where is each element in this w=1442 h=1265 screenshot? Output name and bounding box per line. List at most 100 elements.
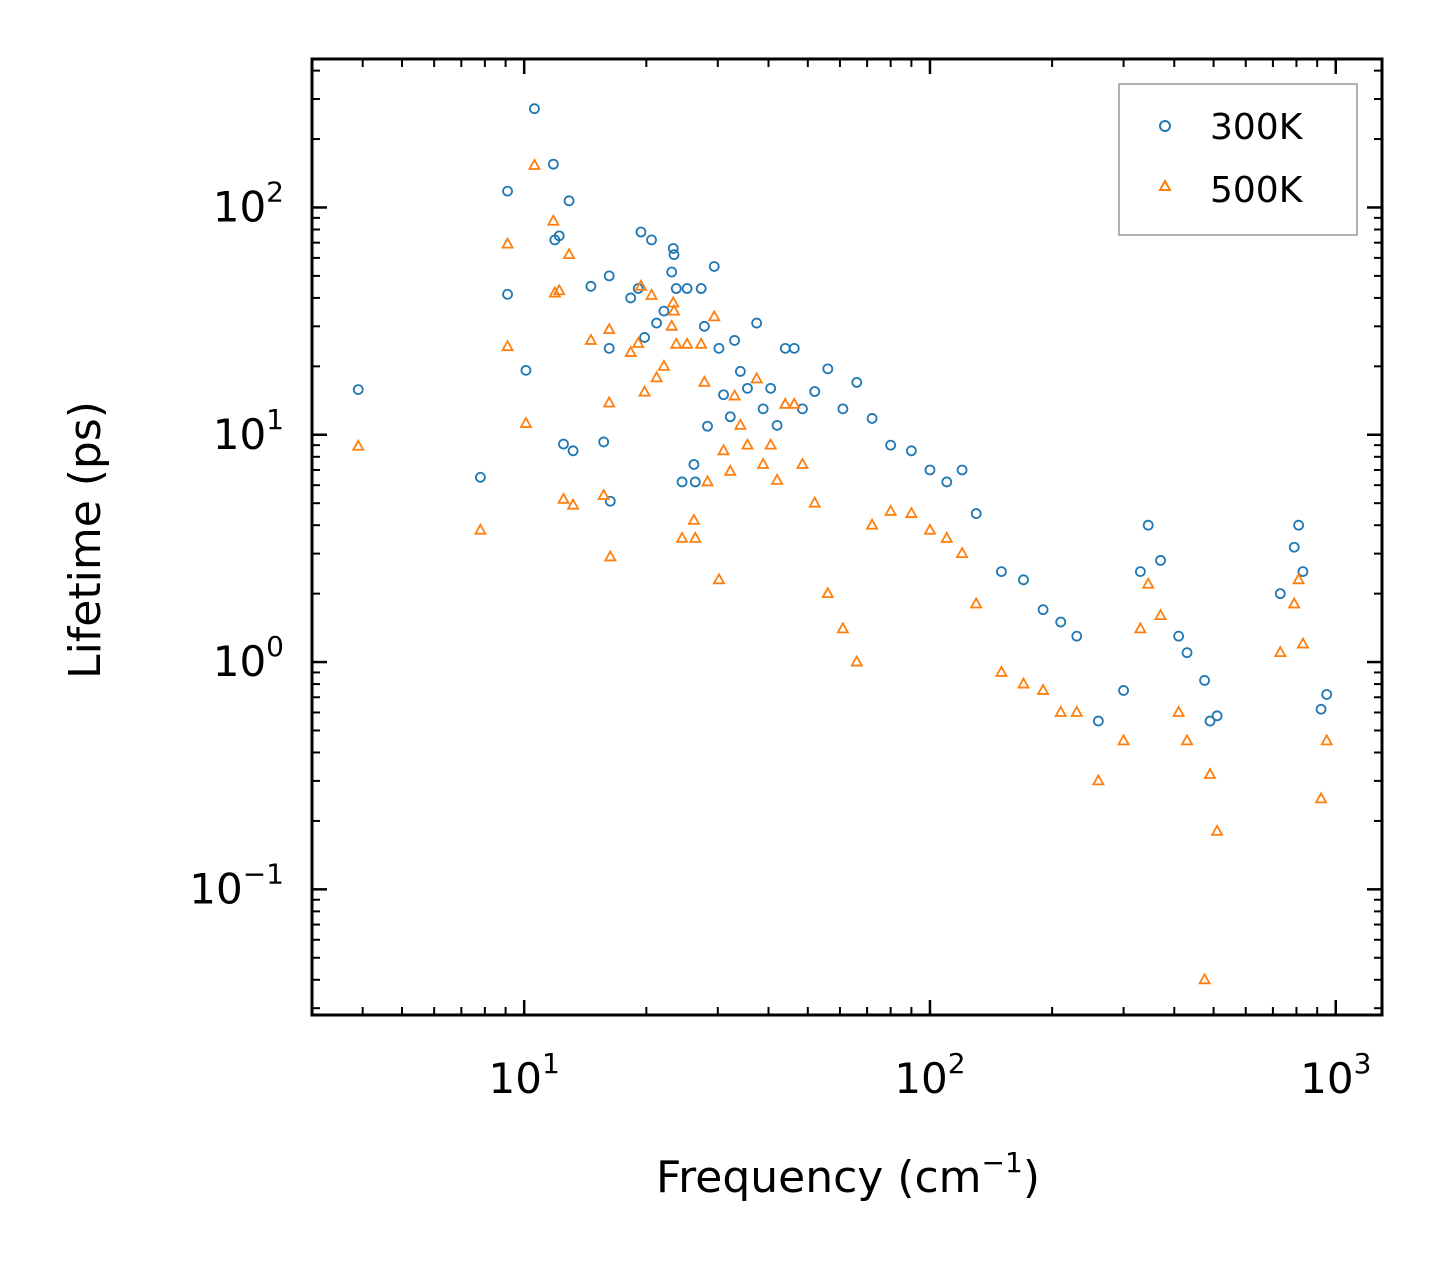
legend: 300K 500K — [1118, 83, 1358, 236]
point-300k — [1288, 541, 1300, 553]
point-500k — [501, 236, 515, 249]
axes-frame — [310, 57, 1384, 1017]
x-tick-label: 102 — [894, 1047, 965, 1103]
point-300k — [567, 445, 579, 457]
point-300k — [1204, 715, 1216, 727]
point-500k — [770, 473, 784, 485]
point-300k — [698, 320, 710, 332]
point-300k — [625, 292, 637, 304]
point-500k — [1314, 791, 1328, 804]
legend-entry-500k: 500K — [1158, 170, 1304, 211]
y-tick-label: 100 — [213, 630, 284, 686]
point-300k — [547, 158, 559, 170]
point-500k — [473, 522, 487, 535]
point-500k — [552, 283, 566, 296]
series-500k — [351, 158, 1334, 985]
point-300k — [708, 261, 720, 272]
point-300k — [520, 364, 532, 376]
point-500k — [546, 213, 560, 226]
point-300k — [1071, 630, 1083, 642]
point-300k — [1274, 588, 1286, 600]
point-300k — [822, 363, 834, 375]
point-500k — [994, 665, 1008, 677]
legend-marker-500k — [1158, 178, 1172, 191]
point-300k — [603, 270, 615, 282]
point-500k — [850, 654, 864, 667]
point-500k — [1133, 621, 1147, 634]
point-500k — [688, 531, 702, 543]
point-500k — [700, 474, 715, 487]
point-500k — [1292, 572, 1306, 585]
y-tick-label: 101 — [213, 403, 284, 459]
point-500k — [923, 522, 937, 535]
point-500k — [602, 395, 616, 408]
point-300k — [734, 366, 746, 377]
point-300k — [689, 476, 701, 488]
point-300k — [1297, 566, 1309, 578]
point-500k — [1203, 767, 1217, 779]
point-500k — [728, 388, 742, 401]
point-300k — [718, 389, 729, 401]
point-500k — [795, 457, 809, 469]
point-300k — [729, 335, 740, 346]
point-500k — [584, 333, 598, 345]
point-300k — [1037, 604, 1049, 616]
point-300k — [603, 342, 615, 354]
point-300k — [1199, 675, 1210, 686]
point-500k — [697, 375, 711, 387]
point-300k — [681, 283, 693, 294]
point-500k — [940, 531, 954, 543]
point-500k — [884, 504, 898, 516]
point-500k — [675, 531, 689, 543]
point-300k — [941, 476, 953, 488]
point-500k — [548, 285, 562, 298]
point-500k — [717, 443, 731, 456]
point-300k — [885, 439, 897, 451]
point-300k — [558, 438, 569, 450]
point-300k — [1134, 566, 1146, 578]
point-300k — [866, 413, 878, 424]
point-500k — [687, 513, 701, 525]
point-500k — [556, 491, 571, 504]
point-300k — [837, 403, 849, 415]
point-500k — [501, 339, 515, 352]
point-500k — [865, 517, 879, 530]
point-300k — [563, 195, 575, 207]
point-500k — [723, 464, 737, 476]
x-tick-label: 103 — [1300, 1047, 1371, 1103]
point-300k — [666, 266, 678, 278]
legend-marker-300k — [1159, 120, 1171, 132]
y-tick-label: 10−1 — [189, 857, 284, 913]
point-300k — [352, 384, 364, 396]
point-500k — [1273, 645, 1287, 658]
point-300k — [779, 342, 791, 354]
point-300k — [474, 471, 486, 483]
point-300k — [1211, 710, 1223, 722]
point-300k — [639, 332, 650, 343]
point-500k — [904, 506, 918, 518]
point-500k — [1198, 972, 1212, 985]
point-300k — [996, 566, 1007, 578]
y-axis-title: Lifetime (ps) — [60, 401, 111, 679]
point-300k — [1155, 555, 1166, 566]
point-500k — [603, 549, 617, 562]
point-300k — [1018, 574, 1029, 586]
point-300k — [670, 283, 682, 294]
point-300k — [553, 230, 565, 242]
point-300k — [585, 280, 597, 292]
point-300k — [1321, 689, 1333, 700]
point-300k — [1092, 715, 1104, 727]
point-500k — [602, 322, 616, 335]
point-300k — [724, 411, 736, 423]
point-500k — [669, 336, 683, 349]
point-300k — [757, 403, 769, 415]
point-500k — [351, 438, 365, 451]
plot-area — [351, 103, 1334, 985]
point-300k — [658, 305, 670, 317]
point-500k — [808, 495, 822, 508]
point-500k — [955, 546, 969, 559]
point-500k — [665, 318, 679, 331]
point-500k — [756, 457, 770, 469]
point-500k — [821, 586, 835, 599]
